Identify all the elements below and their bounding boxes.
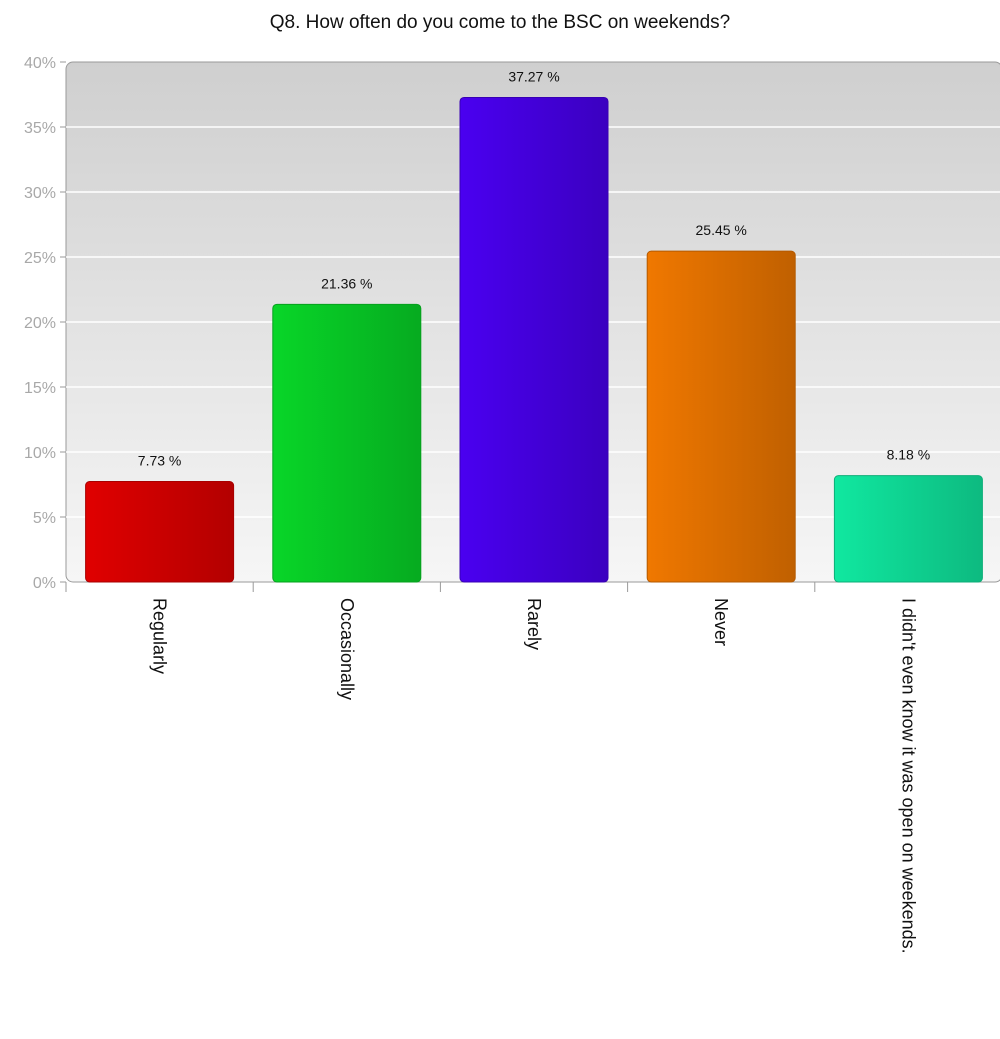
bar-occasionally [272, 303, 422, 583]
x-category-label: Rarely [524, 598, 544, 650]
y-tick-label: 5% [33, 510, 56, 527]
chart-title: Q8. How often do you come to the BSC on … [269, 12, 731, 33]
x-category-label: Never [711, 598, 731, 646]
y-tick-label: 30% [24, 185, 56, 202]
bar-never [646, 250, 796, 583]
bar-regularly [85, 481, 235, 583]
x-category-label: Regularly [150, 598, 170, 674]
y-tick-label: 0% [33, 575, 56, 592]
data-label: 21.36 % [321, 275, 372, 291]
y-tick-label: 20% [24, 315, 56, 332]
data-label: 8.18 % [887, 447, 931, 463]
bar-i-didn-t-even-know-it-was-open-on-weekends [833, 475, 983, 583]
y-tick-label: 15% [24, 380, 56, 397]
data-label: 7.73 % [138, 453, 182, 469]
x-category-label: Occasionally [337, 598, 357, 700]
data-label: 25.45 % [696, 222, 747, 238]
y-tick-label: 10% [24, 445, 56, 462]
y-tick-label: 35% [24, 120, 56, 137]
data-label: 37.27 % [508, 68, 559, 84]
bar-rarely [459, 96, 609, 583]
x-category-label: I didn't even know it was open on weeken… [898, 598, 918, 954]
y-tick-label: 40% [24, 55, 56, 72]
y-tick-label: 25% [24, 250, 56, 267]
